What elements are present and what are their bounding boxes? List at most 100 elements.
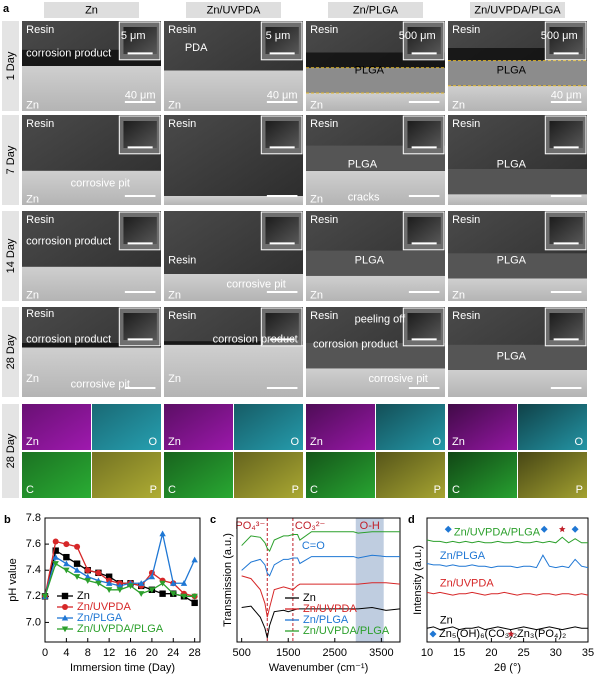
marker <box>63 560 70 567</box>
sem-inset-texture <box>549 27 583 54</box>
sem-annotation: Resin <box>310 24 338 36</box>
eds-label: C <box>26 484 34 496</box>
marker <box>52 538 59 545</box>
phase-marker <box>444 525 452 533</box>
series-line <box>241 531 400 553</box>
sem-inset-texture <box>549 121 583 148</box>
eds-shade <box>234 404 303 450</box>
sem-inset-texture <box>407 27 441 54</box>
band-label: O-H <box>360 520 380 532</box>
row-label: 7 Day <box>5 145 17 174</box>
sem-annotation: Resin <box>310 118 338 130</box>
marker <box>170 580 177 586</box>
marker <box>52 561 59 567</box>
sem-annotation: Resin <box>310 310 338 322</box>
eds-label: P <box>150 484 157 496</box>
eds-label: P <box>576 484 583 496</box>
sem-annotation: Zn <box>452 100 465 112</box>
eds-label: P <box>434 484 441 496</box>
sem-annotation: Resin <box>168 310 196 322</box>
sem-annotation: Resin <box>26 24 54 36</box>
marker <box>84 578 91 584</box>
panel-label: b <box>4 514 11 526</box>
phase-legend-label: Zn₃(PO₄)₂ <box>517 628 566 640</box>
reference-label: CO₃²⁻ <box>295 520 326 532</box>
phase-marker <box>540 525 548 533</box>
sem-annotation: cracks <box>348 192 380 204</box>
marker <box>61 614 69 621</box>
marker <box>116 582 124 589</box>
y-axis-label: pH value <box>7 558 19 601</box>
y-axis-label: Intensity (a.u.) <box>412 545 424 615</box>
marker <box>180 580 188 586</box>
marker <box>148 573 156 580</box>
marker <box>105 580 113 586</box>
row-label: 1 Day <box>5 51 17 80</box>
sem-annotation: Resin <box>26 118 54 130</box>
band <box>355 518 384 642</box>
sem-coating <box>448 60 587 86</box>
row-label-box <box>2 115 19 205</box>
sem-substrate <box>306 368 445 397</box>
sem-inset-texture <box>123 217 157 244</box>
x-tick-label: 8 <box>85 647 91 659</box>
sem-annotation: PDA <box>185 42 208 54</box>
row-label-box <box>2 404 19 498</box>
sem-annotation: Resin <box>26 308 54 320</box>
legend-label: Zn <box>303 592 316 604</box>
x-tick-label: 35 <box>582 647 594 659</box>
marker <box>61 626 69 633</box>
eds-shade <box>376 404 445 450</box>
legend-label: Zn/UVPDA/PLGA <box>77 623 164 635</box>
column-header-box <box>44 2 139 18</box>
sem-annotation: 40 μm <box>551 90 582 102</box>
sem-annotation: PLGA <box>497 158 527 170</box>
y-tick-label: 7.0 <box>26 616 41 628</box>
sem-substrate <box>448 194 587 205</box>
sem-annotation: Resin <box>168 118 196 130</box>
marker <box>138 580 145 586</box>
marker <box>127 583 134 590</box>
sem-annotation: corrosion product <box>26 333 111 345</box>
sem-annotation: Zn <box>26 290 39 302</box>
sem-annotation: 40 μm <box>267 90 298 102</box>
sem-annotation: Resin <box>452 118 480 130</box>
phase-legend-label: Zn₅(OH)₆(CO₃)₂ <box>439 628 517 640</box>
sem-annotation: corrosive pit <box>369 373 428 385</box>
sem-coating <box>448 169 587 195</box>
row-label-box <box>2 307 19 397</box>
sem-annotation: Resin <box>168 24 196 36</box>
x-tick-label: 30 <box>550 647 562 659</box>
eds-label: Zn <box>168 436 181 448</box>
sem-inset-texture <box>549 313 583 340</box>
sem-substrate <box>306 275 445 301</box>
marker <box>170 591 177 597</box>
sem-substrate <box>164 196 303 205</box>
eds-shade <box>92 404 161 450</box>
marker <box>52 553 59 560</box>
sem-annotation: peeling off <box>355 314 407 326</box>
sem-annotation: corrosion product <box>26 47 111 59</box>
eds-shade <box>22 404 91 450</box>
eds-label: O <box>148 436 157 448</box>
sem-annotation: Zn <box>168 100 181 112</box>
column-header: Zn/UVPDA <box>207 4 261 16</box>
x-tick-label: 10 <box>421 647 433 659</box>
y-tick-label: 7.6 <box>26 538 41 550</box>
eds-label: C <box>452 484 460 496</box>
sem-annotation: Zn <box>26 100 39 112</box>
sem-annotation: Zn <box>310 194 323 206</box>
legend-label: Zn/UVPDA <box>77 601 131 613</box>
sem-annotation: Resin <box>452 24 480 36</box>
eds-shade <box>376 452 445 498</box>
panel-label: c <box>210 514 216 526</box>
panel-label: d <box>408 514 415 526</box>
sem-substrate <box>306 170 445 205</box>
sem-substrate <box>448 85 587 111</box>
phase-legend-marker <box>507 630 515 637</box>
marker <box>73 574 81 580</box>
sem-substrate <box>22 266 161 301</box>
marker <box>74 543 81 550</box>
sem-substrate <box>448 370 587 397</box>
sem-annotation: Zn <box>26 373 39 385</box>
